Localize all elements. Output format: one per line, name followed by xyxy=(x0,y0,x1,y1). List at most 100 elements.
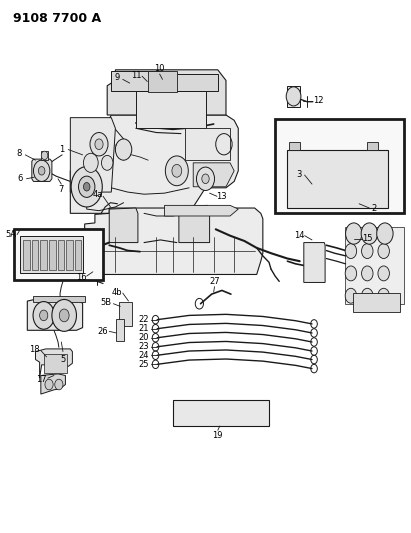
Circle shape xyxy=(362,244,373,259)
Circle shape xyxy=(378,266,389,281)
Text: 6: 6 xyxy=(18,174,23,183)
Bar xyxy=(120,302,132,326)
Circle shape xyxy=(362,266,373,281)
Text: 13: 13 xyxy=(217,192,227,201)
Circle shape xyxy=(52,300,76,332)
Text: 7: 7 xyxy=(59,185,64,195)
Text: 18: 18 xyxy=(29,345,39,354)
Polygon shape xyxy=(287,150,388,208)
Text: 23: 23 xyxy=(139,342,149,351)
Circle shape xyxy=(90,133,108,156)
Bar xyxy=(353,293,400,312)
Polygon shape xyxy=(107,70,226,115)
Circle shape xyxy=(202,174,209,183)
Circle shape xyxy=(38,166,45,175)
Text: 1: 1 xyxy=(59,145,64,154)
Circle shape xyxy=(361,223,378,244)
Polygon shape xyxy=(70,115,238,213)
Text: 22: 22 xyxy=(139,315,149,324)
Bar xyxy=(44,354,67,373)
Text: 26: 26 xyxy=(98,327,109,336)
Text: 3: 3 xyxy=(296,170,302,179)
Text: 10: 10 xyxy=(155,64,165,73)
Polygon shape xyxy=(109,208,138,243)
Polygon shape xyxy=(345,227,404,304)
Text: 24: 24 xyxy=(139,351,149,360)
Polygon shape xyxy=(287,86,300,107)
Circle shape xyxy=(378,288,389,303)
Text: 11: 11 xyxy=(131,70,141,79)
Circle shape xyxy=(345,266,357,281)
Circle shape xyxy=(378,244,389,259)
Circle shape xyxy=(83,182,90,191)
Circle shape xyxy=(115,139,132,160)
Circle shape xyxy=(345,288,357,303)
Text: 8: 8 xyxy=(16,149,22,158)
Bar xyxy=(173,400,269,426)
Polygon shape xyxy=(41,151,48,160)
Polygon shape xyxy=(304,243,325,282)
Circle shape xyxy=(377,223,393,244)
Text: 5A: 5A xyxy=(6,230,17,239)
Text: 14: 14 xyxy=(293,231,304,240)
Polygon shape xyxy=(193,163,234,187)
Bar xyxy=(367,142,378,150)
Polygon shape xyxy=(164,74,218,91)
Text: 15: 15 xyxy=(363,235,373,244)
Bar xyxy=(23,240,30,270)
Bar xyxy=(32,240,38,270)
Bar xyxy=(58,240,64,270)
Bar xyxy=(40,240,47,270)
Text: 4a: 4a xyxy=(92,190,103,199)
Polygon shape xyxy=(148,71,177,92)
Text: 5: 5 xyxy=(60,355,66,364)
Text: 17: 17 xyxy=(36,375,47,384)
Text: 4b: 4b xyxy=(112,287,122,296)
Circle shape xyxy=(83,154,98,172)
Circle shape xyxy=(59,309,69,322)
Circle shape xyxy=(102,156,113,170)
Text: 9: 9 xyxy=(114,73,120,82)
Circle shape xyxy=(346,223,362,244)
Text: 5B: 5B xyxy=(101,298,112,307)
Circle shape xyxy=(79,176,95,197)
Text: 12: 12 xyxy=(313,96,323,105)
Circle shape xyxy=(286,87,301,106)
Circle shape xyxy=(41,151,48,160)
Polygon shape xyxy=(164,205,238,216)
Text: 9108 7700 A: 9108 7700 A xyxy=(13,12,101,26)
Bar xyxy=(275,119,404,213)
Circle shape xyxy=(71,166,102,207)
Circle shape xyxy=(165,156,188,185)
Circle shape xyxy=(33,160,50,181)
Polygon shape xyxy=(81,208,263,274)
Circle shape xyxy=(33,302,54,329)
Text: 19: 19 xyxy=(212,431,223,440)
Bar xyxy=(75,240,81,270)
Circle shape xyxy=(362,288,373,303)
Bar xyxy=(14,229,103,280)
Circle shape xyxy=(45,379,53,390)
Text: 21: 21 xyxy=(139,324,149,333)
Text: 25: 25 xyxy=(139,360,149,369)
Text: 16: 16 xyxy=(76,273,86,281)
Polygon shape xyxy=(33,296,85,302)
Polygon shape xyxy=(136,91,206,128)
Circle shape xyxy=(196,167,215,190)
Bar xyxy=(116,319,125,341)
Text: 2: 2 xyxy=(372,204,377,213)
Polygon shape xyxy=(41,374,65,394)
Polygon shape xyxy=(179,205,210,243)
Text: 20: 20 xyxy=(139,333,149,342)
Circle shape xyxy=(172,165,182,177)
Bar xyxy=(49,240,55,270)
Circle shape xyxy=(55,379,63,390)
Circle shape xyxy=(39,310,48,321)
Bar xyxy=(66,240,73,270)
Polygon shape xyxy=(32,159,52,181)
Polygon shape xyxy=(70,118,115,192)
Circle shape xyxy=(345,244,357,259)
Polygon shape xyxy=(21,236,83,273)
Polygon shape xyxy=(35,349,72,378)
Polygon shape xyxy=(185,128,230,160)
